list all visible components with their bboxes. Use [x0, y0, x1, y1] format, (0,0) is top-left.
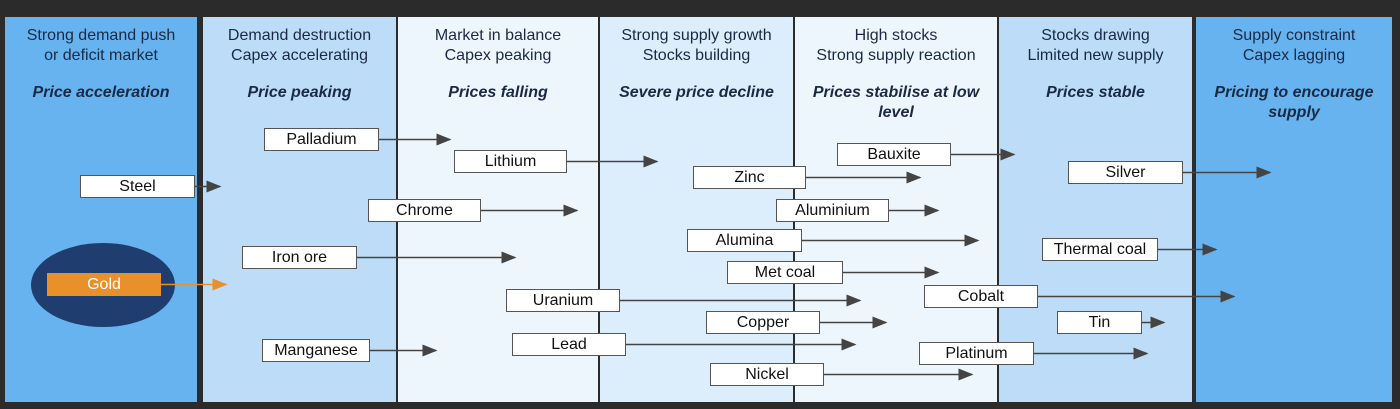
header-line: or deficit market	[44, 47, 158, 64]
header-line: High stocks	[854, 27, 938, 44]
stage-header: Stocks drawing Limited new supply	[999, 26, 1192, 66]
commodity-box: Platinum	[919, 342, 1034, 365]
stage-header: Strong supply growth Stocks building	[600, 26, 793, 66]
stage-column: Supply constraint Capex lagging Pricing to…	[1196, 17, 1392, 402]
commodity-box: Lithium	[454, 150, 567, 173]
commodity-box: Manganese	[262, 339, 370, 362]
stage-column: Strong demand push or deficit market Price…	[5, 17, 197, 402]
header-line: Limited new supply	[1027, 47, 1164, 64]
stage-column: Demand destruction Capex accelerating Pric…	[203, 17, 396, 402]
header-line: Capex lagging	[1242, 47, 1346, 64]
stage-column: Strong supply growth Stocks building Sever…	[600, 17, 793, 402]
stage-subtitle: Price acceleration	[32, 84, 170, 101]
stage-subtitle: Severe price decline	[619, 84, 774, 101]
commodity-box: Copper	[706, 311, 820, 334]
stage-header: Market in balance Capex peaking	[398, 26, 598, 66]
stage-subtitle: Price peaking	[247, 84, 352, 101]
header-line: Demand destruction	[227, 27, 372, 44]
stage-header: High stocks Strong supply reaction	[795, 26, 997, 66]
stage-subtitle: Prices falling	[448, 84, 548, 101]
header-line: Supply constraint	[1232, 27, 1356, 44]
commodity-box: Palladium	[264, 128, 379, 151]
commodity-box: Zinc	[693, 166, 806, 189]
header-line: Strong supply reaction	[816, 47, 976, 64]
stage-column: Stocks drawing Limited new supply Prices s…	[999, 17, 1192, 402]
header-line: Market in balance	[434, 27, 562, 44]
commodity-box: Cobalt	[924, 285, 1038, 308]
header-line: Capex accelerating	[231, 47, 368, 64]
stage-subtitle: Pricing to encourage supply	[1214, 84, 1374, 121]
commodity-box: Alumina	[687, 229, 802, 252]
stage-subtitle: Prices stable	[1046, 84, 1145, 101]
header-line: Stocks drawing	[1041, 27, 1150, 44]
stage-header: Strong demand push or deficit market	[5, 26, 197, 66]
header-line: Stocks building	[642, 47, 751, 64]
header-line: Strong supply growth	[621, 27, 772, 44]
stage-header: Demand destruction Capex accelerating	[203, 26, 396, 66]
commodity-box: Chrome	[368, 199, 481, 222]
header-line: Strong demand push	[26, 27, 176, 44]
commodity-box: Gold	[47, 273, 161, 296]
header-line: Capex peaking	[444, 47, 552, 64]
commodity-box: Silver	[1068, 161, 1183, 184]
commodity-box: Bauxite	[837, 143, 951, 166]
commodity-box: Met coal	[727, 261, 843, 284]
commodity-box: Aluminium	[776, 199, 889, 222]
commodity-box: Steel	[80, 175, 195, 198]
stage-header: Supply constraint Capex lagging	[1196, 26, 1392, 66]
commodity-box: Uranium	[506, 289, 620, 312]
stage-subtitle: Prices stabilise at low level	[812, 84, 980, 121]
commodity-box: Tin	[1057, 311, 1142, 334]
commodity-box: Thermal coal	[1042, 238, 1158, 261]
commodity-box: Nickel	[710, 363, 824, 386]
commodity-box: Iron ore	[242, 246, 357, 269]
commodity-box: Lead	[512, 333, 626, 356]
